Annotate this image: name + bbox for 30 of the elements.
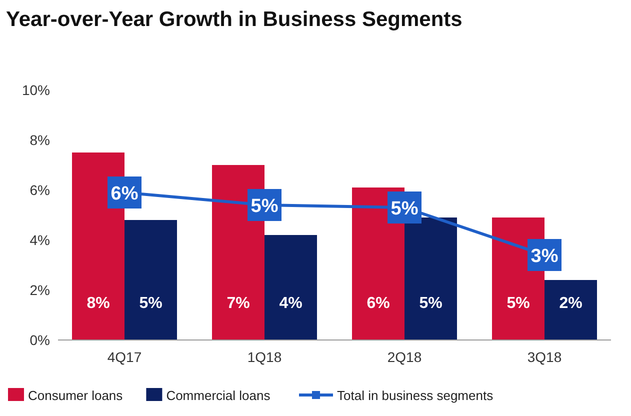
data-label: 8%: [86, 295, 110, 312]
data-label: 6%: [366, 295, 390, 312]
y-tick-label: 4%: [30, 232, 50, 248]
y-tick-label: 6%: [30, 182, 50, 198]
chart-title: Year-over-Year Growth in Business Segments: [6, 8, 462, 31]
bar: [264, 235, 317, 340]
y-tick-label: 10%: [22, 82, 50, 98]
legend-label: Total in business segments: [337, 388, 494, 403]
y-tick-label: 8%: [30, 132, 50, 148]
data-label: 5%: [250, 196, 278, 217]
data-label: 5%: [390, 198, 418, 220]
x-tick-label: 4Q17: [107, 349, 142, 365]
bar: [124, 220, 177, 340]
data-label: 5%: [139, 295, 162, 312]
data-label: 4%: [279, 295, 302, 312]
x-tick-label: 3Q18: [527, 349, 562, 365]
data-label: 5%: [419, 295, 442, 312]
data-label: 5%: [506, 295, 530, 312]
data-label: 2%: [559, 295, 582, 312]
data-label: 7%: [226, 295, 250, 312]
data-label: 6%: [110, 184, 138, 204]
legend-label: Commercial loans: [166, 388, 271, 403]
bar: [544, 280, 597, 340]
legend-label: Consumer loans: [28, 388, 124, 403]
bar: [404, 218, 457, 340]
data-label: 3%: [530, 246, 558, 267]
x-tick-label: 1Q18: [247, 349, 282, 365]
x-tick-label: 2Q18: [387, 349, 422, 365]
y-tick-label: 0%: [30, 332, 50, 348]
y-tick-label: 2%: [30, 282, 50, 298]
